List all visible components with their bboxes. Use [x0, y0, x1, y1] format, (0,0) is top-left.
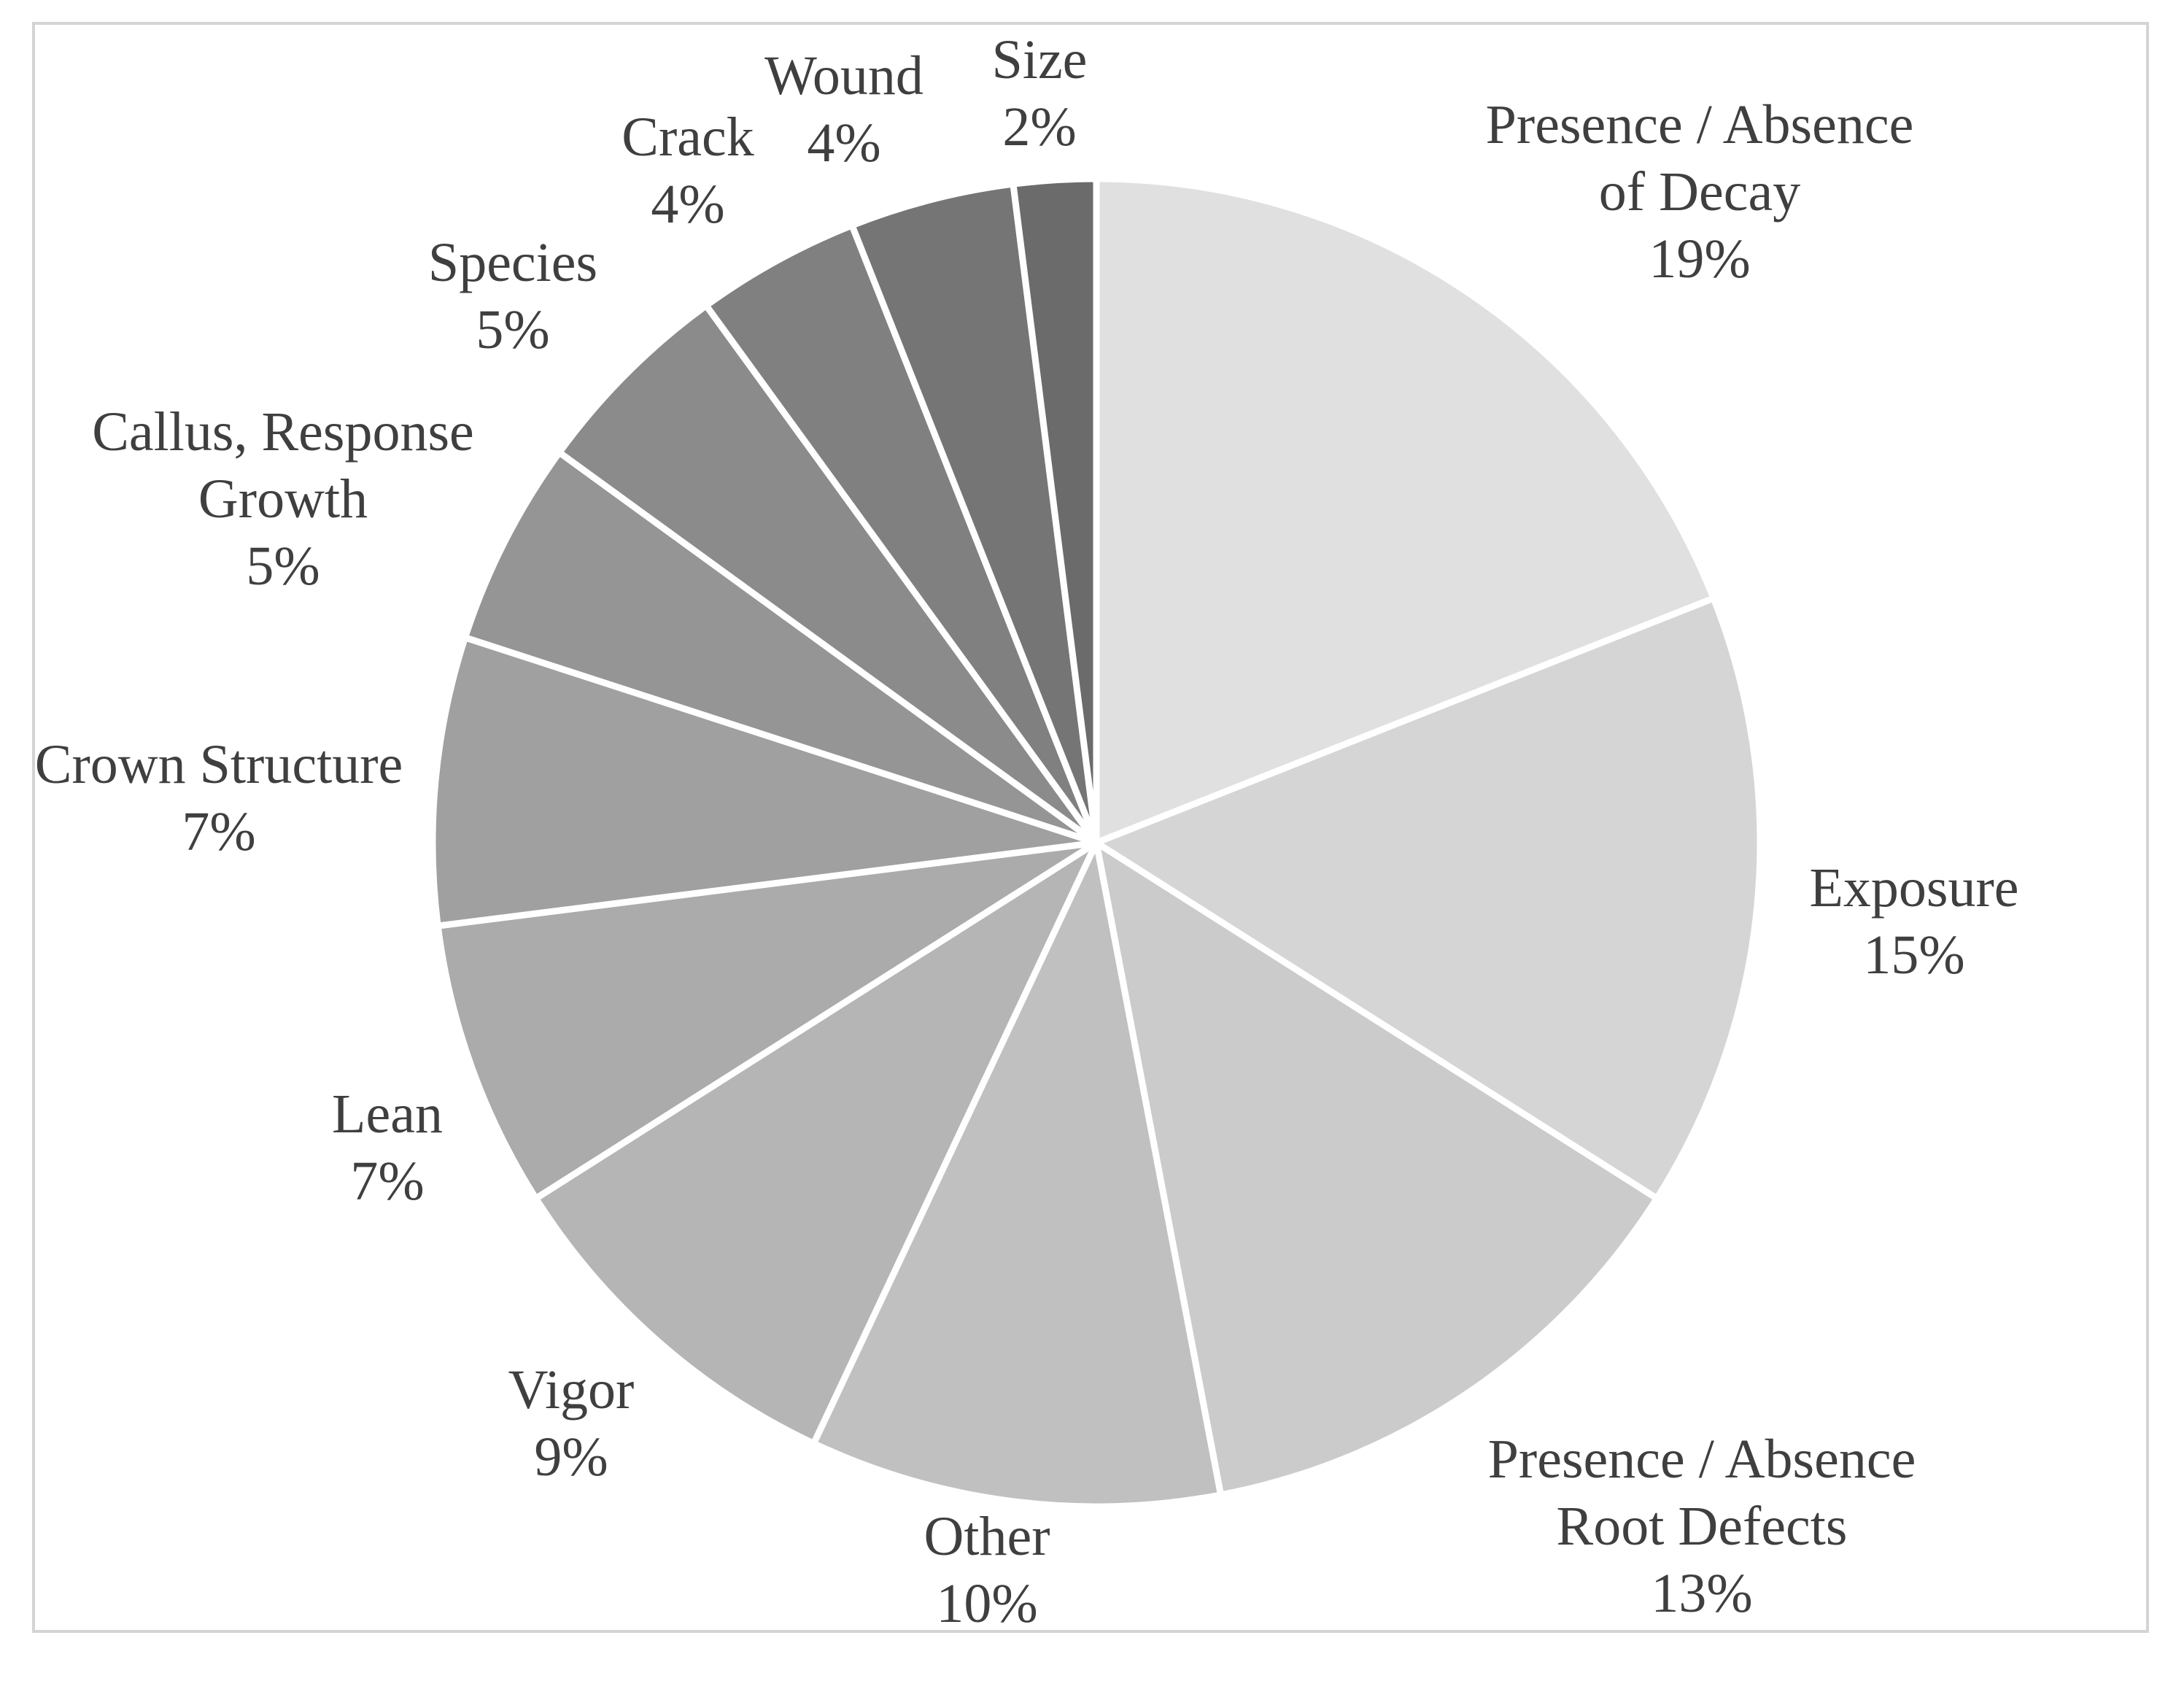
pie-slice-vigor[interactable] [533, 839, 1100, 1447]
pie-slice-presence-absence-of-decay[interactable] [1093, 175, 1717, 846]
pie-slice-exposure[interactable] [1093, 595, 1764, 1202]
pie-slice-callus-response-growth[interactable] [462, 449, 1100, 846]
pie-slice-presence-absence-root-defects[interactable] [1093, 839, 1660, 1499]
pie-slice-size[interactable] [1010, 175, 1100, 846]
pie-slice-crack[interactable] [702, 222, 1100, 846]
pie-slice-other[interactable] [810, 839, 1225, 1510]
pie-slice-species[interactable] [556, 302, 1100, 846]
pie-slice-lean[interactable] [434, 839, 1100, 1202]
pie-slice-crown-structure[interactable] [429, 634, 1100, 930]
pie-slice-wound[interactable] [848, 180, 1100, 846]
